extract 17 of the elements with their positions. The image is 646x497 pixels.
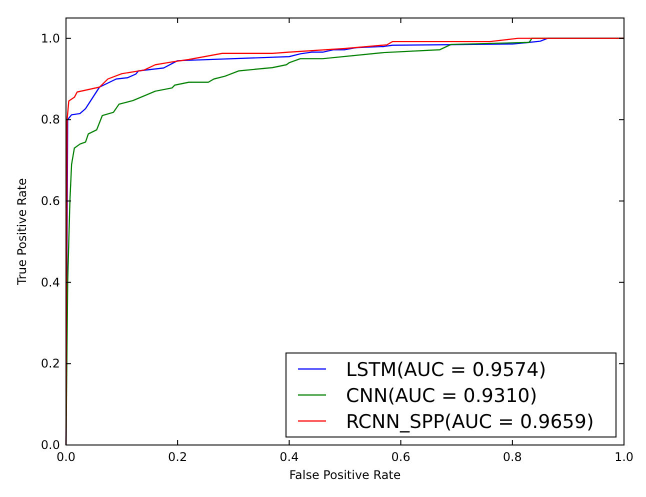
legend-label: CNN(AUC = 0.9310) [346, 385, 538, 407]
y-tick-label: 0.4 [40, 275, 60, 290]
x-axis-title: False Positive Rate [289, 468, 401, 482]
y-tick-label: 1.0 [40, 31, 60, 46]
y-tick-label: 0.0 [40, 438, 60, 452]
x-tick-label: 0.2 [168, 450, 188, 464]
x-tick-label: 0.6 [391, 450, 410, 464]
y-tick-label: 0.8 [40, 112, 60, 127]
y-tick-label: 0.2 [40, 356, 60, 371]
legend-label: LSTM(AUC = 0.9574) [346, 359, 546, 381]
x-tick-label: 0.8 [502, 450, 522, 464]
x-tick-label: 1.0 [614, 450, 634, 464]
y-tick-label: 0.6 [40, 194, 60, 208]
y-axis-title: True Positive Rate [15, 178, 29, 286]
x-tick-label: 0.0 [56, 450, 76, 464]
legend-label: RCNN_SPP(AUC = 0.9659) [346, 411, 594, 433]
x-tick-label: 0.4 [280, 450, 299, 464]
